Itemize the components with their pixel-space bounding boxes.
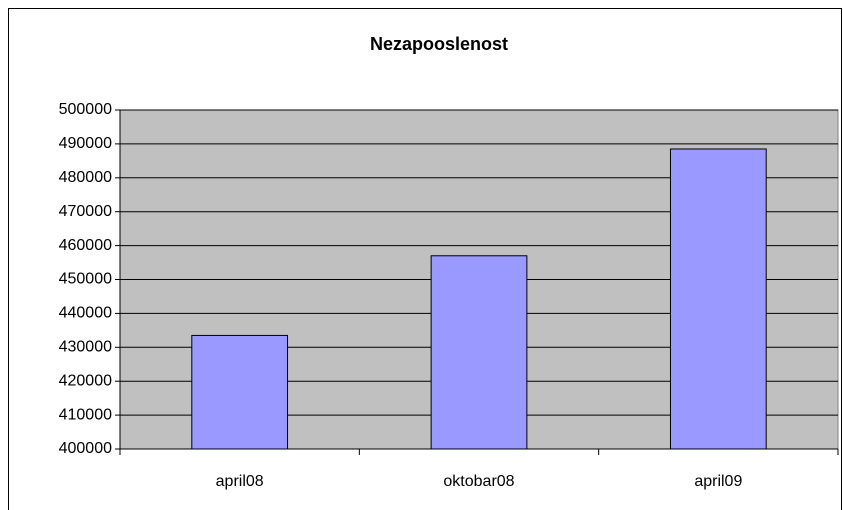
y-tick-label: 420000 bbox=[59, 372, 112, 389]
bar bbox=[430, 255, 528, 450]
x-tick-label: oktobar08 bbox=[443, 473, 514, 490]
y-tick-label: 450000 bbox=[59, 271, 112, 288]
x-tick-label: april08 bbox=[216, 473, 264, 490]
y-tick-label: 500000 bbox=[59, 101, 112, 118]
y-tick-label: 470000 bbox=[59, 203, 112, 220]
y-tick-label: 430000 bbox=[59, 339, 112, 356]
y-tick-label: 490000 bbox=[59, 135, 112, 152]
y-tick-label: 480000 bbox=[59, 169, 112, 186]
bar bbox=[191, 334, 289, 450]
y-tick-label: 400000 bbox=[59, 440, 112, 457]
y-tick-label: 440000 bbox=[59, 305, 112, 322]
y-tick-label: 460000 bbox=[59, 237, 112, 254]
x-tick-label: april09 bbox=[694, 473, 742, 490]
y-tick-label: 410000 bbox=[59, 406, 112, 423]
chart-title: Nezapooslenost bbox=[370, 34, 508, 54]
bar bbox=[669, 148, 767, 450]
